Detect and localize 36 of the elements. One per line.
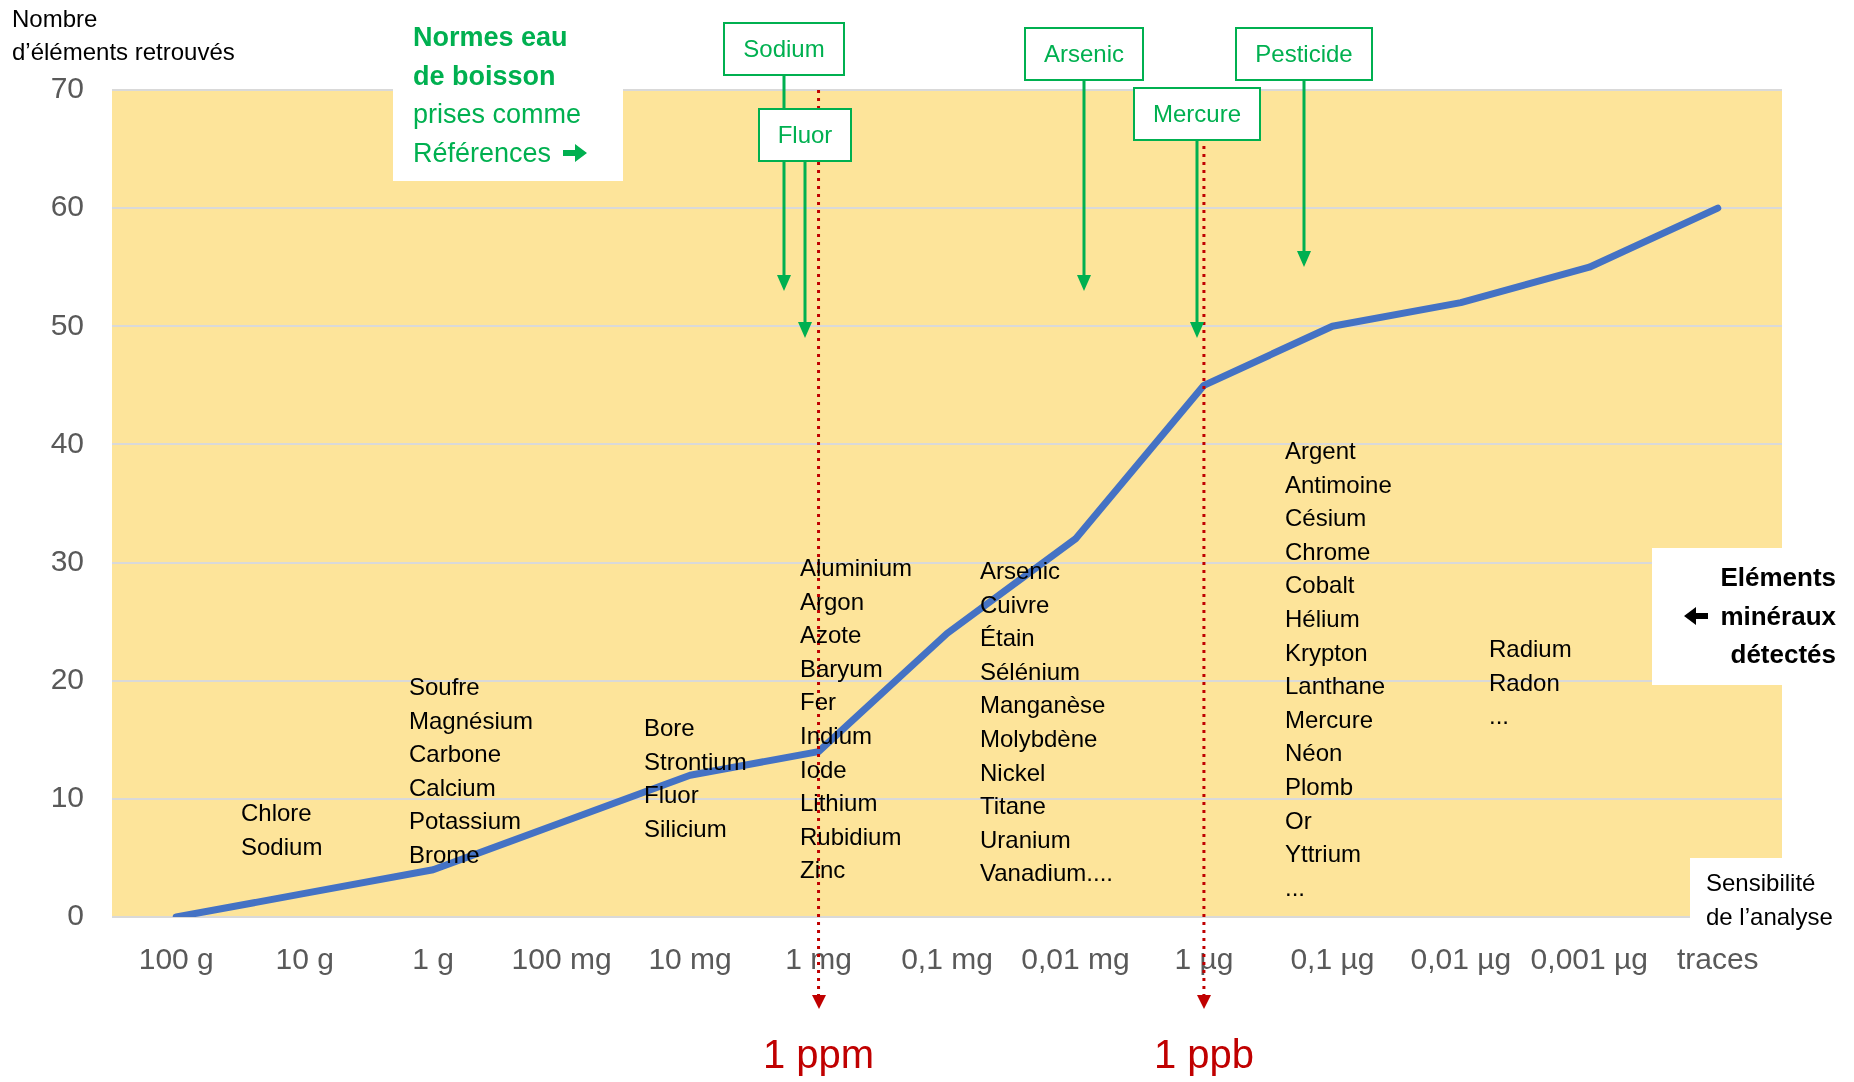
annotation: Fluor [757, 108, 853, 162]
x-tick-label: 1 g [412, 942, 455, 976]
y-tick-label: 50 [50, 307, 84, 341]
y-tick-label: 0 [67, 898, 84, 932]
x-tick-label: 1 mg [785, 942, 852, 976]
x-tick-label: 10 g [275, 942, 334, 976]
annotation: Bore Strontium Fluor Silicium [644, 713, 747, 844]
annotation: Mercure [1132, 87, 1262, 141]
x-tick-label: traces [1676, 942, 1759, 976]
annotation: Radium Radon ... [1489, 634, 1572, 732]
y-tick-label: 10 [50, 780, 84, 814]
text: Pesticide [1235, 27, 1373, 81]
y-tick-label: 60 [50, 189, 84, 223]
x-axis-title: Sensibilité de l’analyse [1690, 858, 1854, 940]
annotation: Normes eau de boisson prises comme Références [413, 21, 582, 170]
x-tick-label: 0,001 µg [1530, 942, 1648, 976]
x-tick-label: 0,1 µg [1290, 942, 1375, 976]
x-tick-label: 0,01 µg [1410, 942, 1512, 976]
text: Argent Antimoine Césium Chrome Cobalt Hélium Krypton Lanthane Mercure Néon Plomb Or Yttrium ... [1285, 437, 1392, 901]
x-tick-label: 100 mg [511, 942, 612, 976]
text: Arsenic [1023, 27, 1145, 81]
x-tick-label: 10 mg [648, 942, 732, 976]
y-tick-label: 40 [50, 425, 84, 459]
y-tick-label: 70 [50, 71, 84, 105]
ref-line-label: 1 ppb [1153, 1032, 1254, 1077]
x-tick-label: 100 g [138, 942, 214, 976]
y-tick-label: 30 [50, 543, 84, 577]
y-axis-title: Nombre d’éléments retrouvés [12, 4, 235, 67]
ref-line-label: 1 ppm [762, 1032, 875, 1077]
x-tick-label: 1 µg [1174, 942, 1234, 976]
x-tick-label: 0,1 mg [901, 942, 993, 976]
text: Sodium [723, 22, 845, 76]
annotation: Chlore Sodium [241, 798, 323, 862]
annotation: Eléments minéraux détectés [1720, 561, 1836, 671]
y-tick-label: 20 [50, 661, 84, 695]
x-tick-label: 0,01 mg [1021, 942, 1130, 976]
